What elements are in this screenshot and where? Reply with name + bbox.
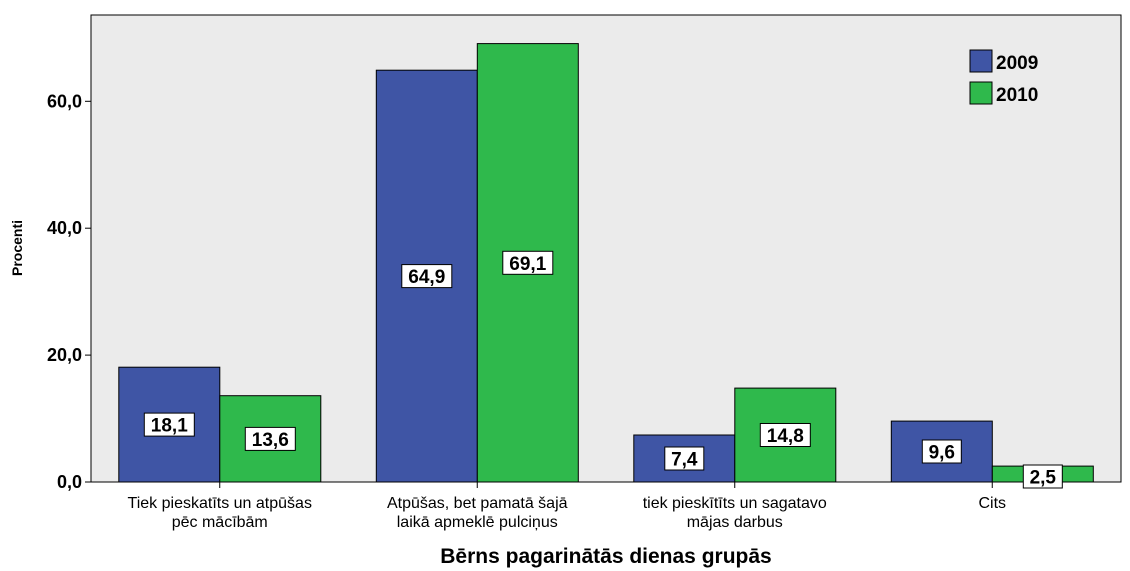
x-axis-title: Bērns pagarinātās dienas grupās xyxy=(440,545,771,568)
data-label-box-2010-2 xyxy=(759,423,811,447)
x-tick-label-1-1: laikā apmeklē pulciņus xyxy=(397,514,558,531)
data-label-2010-1: 69,1 xyxy=(509,254,546,275)
data-label-box-2009-3 xyxy=(921,439,962,464)
y-axis-title: Procenti xyxy=(9,220,25,276)
x-tick-label-0-0: Tiek pieskatīts un atpūšas xyxy=(128,495,312,512)
y-tick-label-2: 40,0 xyxy=(47,218,82,238)
data-label-2009-3: 9,6 xyxy=(929,443,955,464)
data-label-box-2010-0 xyxy=(244,426,296,451)
bar-2009-3 xyxy=(890,420,993,483)
x-tick-label-3-0: Cits xyxy=(978,495,1006,512)
y-tick-label-1: 20,0 xyxy=(47,345,82,365)
legend-swatch-2009 xyxy=(969,49,993,73)
data-label-box-2010-1 xyxy=(502,250,554,275)
x-tick-label-0-1: pēc mācībām xyxy=(172,514,268,531)
x-tick-label-2-0: tiek pieskītīts un sagatavo xyxy=(643,495,827,512)
data-label-2009-2: 7,4 xyxy=(671,450,698,471)
legend-swatch-2010 xyxy=(969,81,993,105)
data-label-box-2010-3 xyxy=(1022,464,1063,489)
data-label-box-2009-2 xyxy=(664,446,705,471)
y-tick-label-3: 60,0 xyxy=(47,91,82,111)
legend-label-2009: 2009 xyxy=(996,53,1038,74)
x-tick-label-1-0: Atpūšas, bet pamatā šajā xyxy=(387,495,568,512)
data-label-2009-1: 64,9 xyxy=(408,267,445,288)
data-label-2009-0: 18,1 xyxy=(151,416,188,437)
data-label-2010-0: 13,6 xyxy=(252,430,289,451)
data-label-2010-3: 2,5 xyxy=(1030,468,1057,489)
data-label-box-2009-1 xyxy=(401,264,453,289)
data-label-2010-2: 14,8 xyxy=(767,426,804,447)
data-label-box-2009-0 xyxy=(143,412,195,437)
legend-label-2010: 2010 xyxy=(996,85,1038,106)
y-tick-label-0: 0,0 xyxy=(57,472,82,492)
x-tick-label-2-1: mājas darbus xyxy=(687,514,783,531)
